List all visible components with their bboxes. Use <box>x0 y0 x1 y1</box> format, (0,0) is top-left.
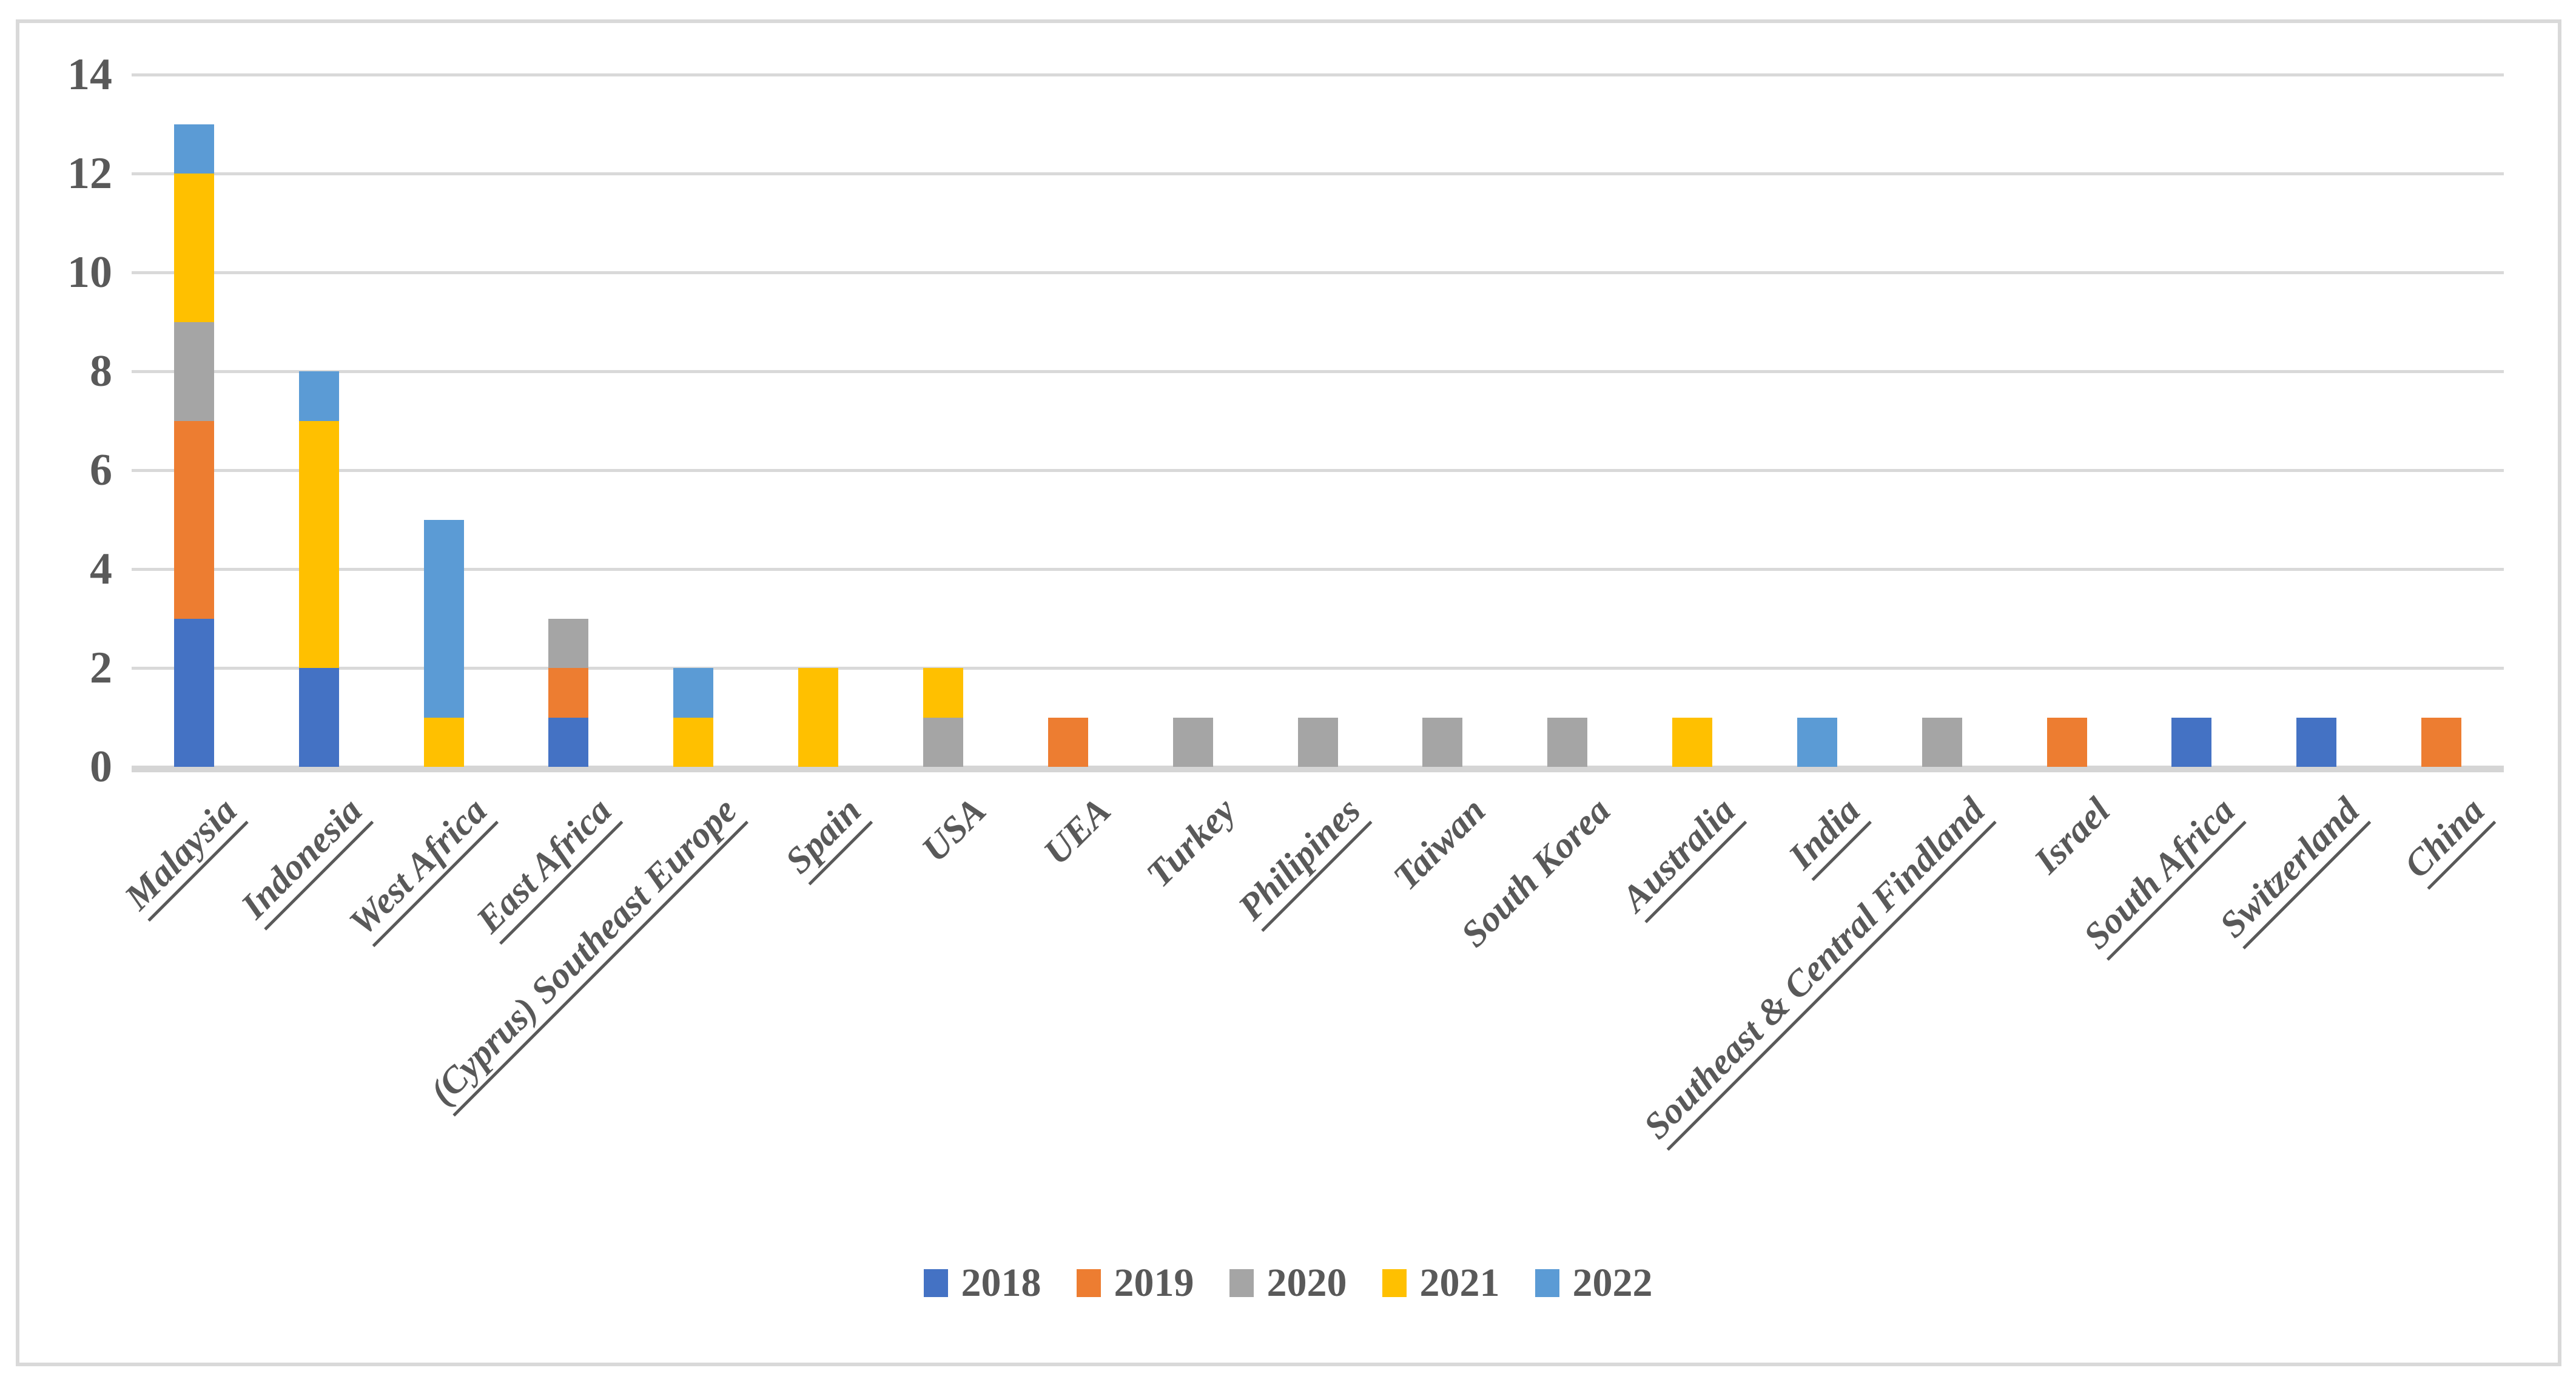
bar-segment-2019-malaysia <box>173 420 214 619</box>
legend-label: 2022 <box>1572 1261 1653 1305</box>
gridline-y2 <box>132 667 2504 670</box>
bar-segment-2018-south-africa <box>2171 717 2212 767</box>
bar-segment-2022-malaysia <box>173 124 214 174</box>
legend-item-2022: 2022 <box>1535 1263 1653 1303</box>
bar-segment-2022-indonesia <box>298 371 339 421</box>
bar-segment-2021--cyprus-southeast-europe <box>673 717 714 767</box>
bar-segment-2020-taiwan <box>1422 717 1463 767</box>
legend-item-2021: 2021 <box>1382 1263 1500 1303</box>
bar-segment-2021-spain <box>798 668 839 767</box>
bar-segment-2021-usa <box>923 668 963 718</box>
x-axis-line <box>132 766 2504 772</box>
bar-segment-2021-indonesia <box>298 420 339 668</box>
bar-segment-2022-india <box>1797 717 1837 767</box>
bar-segment-2022--cyprus-southeast-europe <box>673 668 714 718</box>
bar-segment-2020-east-africa <box>548 618 589 668</box>
legend-item-2018: 2018 <box>923 1261 1041 1305</box>
bar-segment-2021-malaysia <box>173 174 214 322</box>
gridline-y14 <box>132 73 2504 76</box>
bar-segment-2018-indonesia <box>298 668 339 767</box>
chart-border <box>16 19 2561 1366</box>
bar-segment-2020-malaysia <box>173 322 214 421</box>
gridline-y12 <box>132 172 2504 175</box>
legend-swatch-2018 <box>923 1269 948 1297</box>
bar-segment-2019-israel <box>2046 717 2087 767</box>
legend-label: 2020 <box>1266 1261 1347 1305</box>
y-tick-label-6: 6 <box>90 445 112 495</box>
bar-segment-2020-usa <box>923 717 963 767</box>
y-tick-label-14: 14 <box>67 50 112 99</box>
bar-segment-2021-australia <box>1672 717 1713 767</box>
y-tick-label-8: 8 <box>90 346 112 396</box>
legend: 2018 2019 2020 2021 2022 <box>0 1263 2576 1303</box>
y-tick-label-4: 4 <box>90 544 112 594</box>
bar-segment-2019-uea <box>1048 717 1088 767</box>
gridline-y10 <box>132 271 2504 274</box>
bar-segment-2019-china <box>2421 717 2462 767</box>
y-tick-label-12: 12 <box>67 149 112 198</box>
gridline-y6 <box>132 469 2504 472</box>
bar-segment-2020-philipines <box>1297 717 1338 767</box>
gridline-y4 <box>132 568 2504 571</box>
bar-segment-2022-west-africa <box>423 519 464 718</box>
bar-segment-2021-west-africa <box>423 717 464 767</box>
bar-segment-2019-east-africa <box>548 668 589 718</box>
bar-segment-2018-malaysia <box>173 618 214 767</box>
y-tick-label-0: 0 <box>90 742 112 792</box>
legend-swatch-2020 <box>1229 1269 1254 1297</box>
legend-swatch-2019 <box>1076 1269 1101 1297</box>
legend-label: 2019 <box>1114 1261 1194 1305</box>
legend-label: 2021 <box>1419 1261 1500 1305</box>
legend-swatch-2022 <box>1535 1269 1559 1297</box>
bar-segment-2020-south-korea <box>1547 717 1588 767</box>
bar-segment-2020-turkey <box>1172 717 1213 767</box>
legend-swatch-2021 <box>1382 1269 1407 1297</box>
legend-item-2019: 2019 <box>1076 1261 1194 1305</box>
bar-segment-2018-switzerland <box>2296 717 2337 767</box>
legend-label: 2018 <box>961 1261 1041 1305</box>
bar-segment-2018-east-africa <box>548 717 589 767</box>
y-tick-label-10: 10 <box>67 248 112 297</box>
y-tick-label-2: 2 <box>90 643 112 693</box>
legend-item-2020: 2020 <box>1229 1263 1347 1303</box>
bar-segment-2020-southeast-central-findland <box>1922 717 1962 767</box>
gridline-y8 <box>132 370 2504 373</box>
